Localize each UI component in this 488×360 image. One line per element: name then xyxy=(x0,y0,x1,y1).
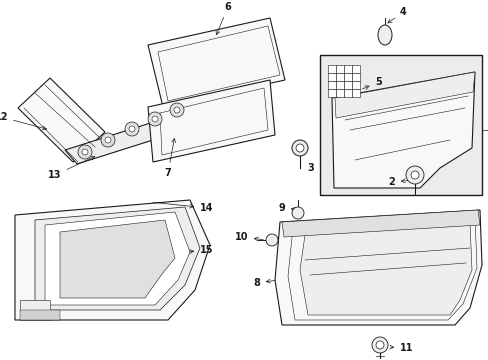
Polygon shape xyxy=(20,300,50,320)
Circle shape xyxy=(152,116,158,122)
Circle shape xyxy=(105,137,111,143)
Bar xyxy=(335,89,343,97)
Polygon shape xyxy=(65,108,209,164)
Circle shape xyxy=(78,145,92,159)
Ellipse shape xyxy=(377,25,391,45)
Circle shape xyxy=(129,126,135,132)
Circle shape xyxy=(410,171,418,179)
Circle shape xyxy=(265,234,278,246)
Bar xyxy=(327,89,335,97)
Bar xyxy=(335,81,343,89)
Circle shape xyxy=(371,337,387,353)
Bar xyxy=(335,65,343,73)
Text: 15: 15 xyxy=(142,245,213,256)
Text: 9: 9 xyxy=(278,203,301,213)
Circle shape xyxy=(291,140,307,156)
Circle shape xyxy=(170,103,183,117)
Bar xyxy=(351,65,359,73)
Bar xyxy=(319,55,481,195)
Bar xyxy=(343,65,351,73)
Circle shape xyxy=(101,133,115,147)
Text: 13: 13 xyxy=(48,156,95,180)
Text: 8: 8 xyxy=(253,278,275,288)
Bar xyxy=(351,73,359,81)
Bar xyxy=(351,81,359,89)
Polygon shape xyxy=(45,212,190,305)
Bar xyxy=(343,73,351,81)
Polygon shape xyxy=(60,220,175,298)
Text: 7: 7 xyxy=(164,139,175,178)
Text: 10: 10 xyxy=(234,232,263,242)
Polygon shape xyxy=(299,223,471,315)
Polygon shape xyxy=(15,200,209,320)
Text: 5: 5 xyxy=(362,77,381,89)
Circle shape xyxy=(82,149,88,155)
Text: 12: 12 xyxy=(0,112,46,130)
Circle shape xyxy=(295,144,304,152)
Bar xyxy=(327,73,335,81)
Circle shape xyxy=(291,207,304,219)
Text: 3: 3 xyxy=(307,163,314,173)
Circle shape xyxy=(125,122,139,136)
Text: 14: 14 xyxy=(152,202,213,213)
Text: 11: 11 xyxy=(389,343,413,353)
Polygon shape xyxy=(20,310,60,320)
Polygon shape xyxy=(274,210,481,325)
Polygon shape xyxy=(334,72,474,118)
Circle shape xyxy=(174,107,180,113)
Circle shape xyxy=(375,341,383,349)
Text: 4: 4 xyxy=(387,7,406,23)
Text: 2: 2 xyxy=(387,177,411,187)
Polygon shape xyxy=(18,78,105,162)
Polygon shape xyxy=(148,18,285,107)
Polygon shape xyxy=(35,207,200,310)
Circle shape xyxy=(405,166,423,184)
Polygon shape xyxy=(331,72,474,188)
Text: 6: 6 xyxy=(216,2,231,35)
Bar xyxy=(327,65,335,73)
Polygon shape xyxy=(282,210,479,237)
Bar xyxy=(351,89,359,97)
Bar xyxy=(343,89,351,97)
Bar xyxy=(343,81,351,89)
Circle shape xyxy=(148,112,162,126)
Text: 1: 1 xyxy=(486,125,488,135)
Bar xyxy=(327,81,335,89)
Polygon shape xyxy=(148,80,274,162)
Bar xyxy=(335,73,343,81)
